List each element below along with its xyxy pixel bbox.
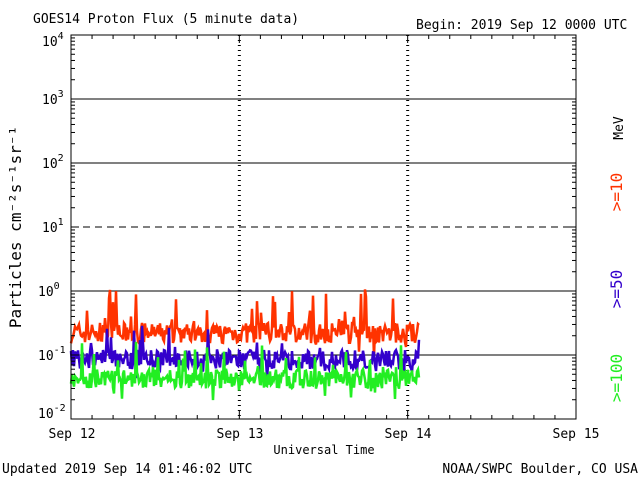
x-tick-label: Sep 14 bbox=[385, 427, 432, 442]
begin-label: Begin: 2019 Sep 12 0000 UTC bbox=[416, 18, 627, 33]
y-tick-label: 102 bbox=[42, 153, 64, 172]
x-tick-labels: Sep 12 Sep 13 Sep 14 Sep 15 bbox=[49, 427, 600, 442]
x-axis-label: Universal Time bbox=[273, 443, 374, 457]
grid-lines bbox=[71, 98, 576, 356]
legend-entry-10: >=10 bbox=[607, 173, 626, 212]
credit-label: NOAA/SWPC Boulder, CO USA bbox=[442, 462, 638, 477]
axis-ticks bbox=[70, 34, 577, 420]
chart-title: GOES14 Proton Flux (5 minute data) bbox=[33, 12, 299, 27]
y-tick-label: 100 bbox=[38, 281, 60, 300]
y-tick-labels: 10-2 10-1 100 101 102 103 104 bbox=[38, 31, 66, 422]
y-tick-label: 103 bbox=[42, 89, 64, 108]
y-tick-label: 104 bbox=[42, 31, 64, 50]
data-series bbox=[69, 289, 421, 401]
y-axis-label: Particles cm⁻²s⁻¹sr⁻¹ bbox=[6, 126, 25, 328]
y-tick-label: 10-2 bbox=[38, 403, 66, 422]
series-line bbox=[69, 289, 420, 358]
series-line bbox=[69, 341, 421, 401]
legend-entry-50: >=50 bbox=[607, 270, 626, 309]
x-tick-label: Sep 12 bbox=[49, 427, 96, 442]
x-tick-label: Sep 13 bbox=[217, 427, 264, 442]
y-tick-label: 101 bbox=[42, 217, 64, 236]
y-tick-label: 10-1 bbox=[38, 345, 66, 364]
x-tick-label: Sep 15 bbox=[553, 427, 600, 442]
legend-units: MeV bbox=[612, 116, 627, 140]
legend-entry-100: >=100 bbox=[607, 354, 626, 402]
updated-timestamp: Updated 2019 Sep 14 01:46:02 UTC bbox=[2, 462, 252, 477]
